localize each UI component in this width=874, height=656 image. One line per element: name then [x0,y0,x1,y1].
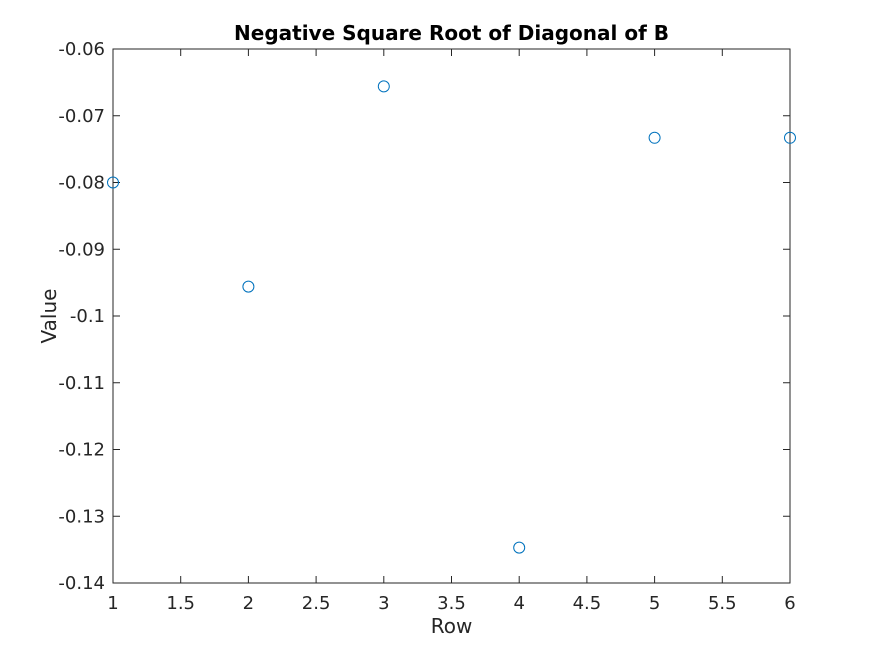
y-tick-label: -0.07 [58,106,105,127]
y-tick-label: -0.1 [70,306,105,327]
y-tick-label: -0.08 [58,173,105,194]
data-point [513,541,526,554]
data-points [107,80,796,554]
y-tick-label: -0.13 [58,506,105,527]
ticks [112,48,791,584]
x-tick-label: 3.5 [437,593,466,614]
data-point [242,280,255,293]
chart-title: Negative Square Root of Diagonal of B [234,21,669,45]
data-point [784,131,796,144]
data-point [648,131,661,144]
x-tick-label: 3 [378,593,389,614]
data-point [377,80,390,93]
y-axis-label: Value [37,289,61,344]
y-tick-label: -0.06 [58,39,105,60]
plot-area [112,48,791,584]
x-tick-label: 6 [784,593,795,614]
x-tick-label: 2 [243,593,254,614]
data-point [107,176,119,189]
x-tick-label: 1.5 [166,593,195,614]
y-tick-label: -0.09 [58,239,105,260]
y-tick-label: -0.12 [58,440,105,461]
x-tick-label: 2.5 [302,593,331,614]
x-tick-label: 4 [513,593,524,614]
x-tick-label: 5 [649,593,660,614]
x-tick-label: 1 [107,593,118,614]
x-axis-label: Row [431,614,473,638]
x-tick-label: 5.5 [708,593,737,614]
y-tick-label: -0.14 [58,573,105,594]
y-tick-labels: -0.06 -0.07 -0.08 -0.09 -0.1 -0.11 -0.12 -0.13 -… [58,39,105,594]
x-tick-label: 4.5 [573,593,602,614]
x-tick-labels: 1 1.5 2 2.5 3 3.5 4 4.5 5 5.5 6 [107,593,795,614]
y-tick-label: -0.11 [58,373,105,394]
